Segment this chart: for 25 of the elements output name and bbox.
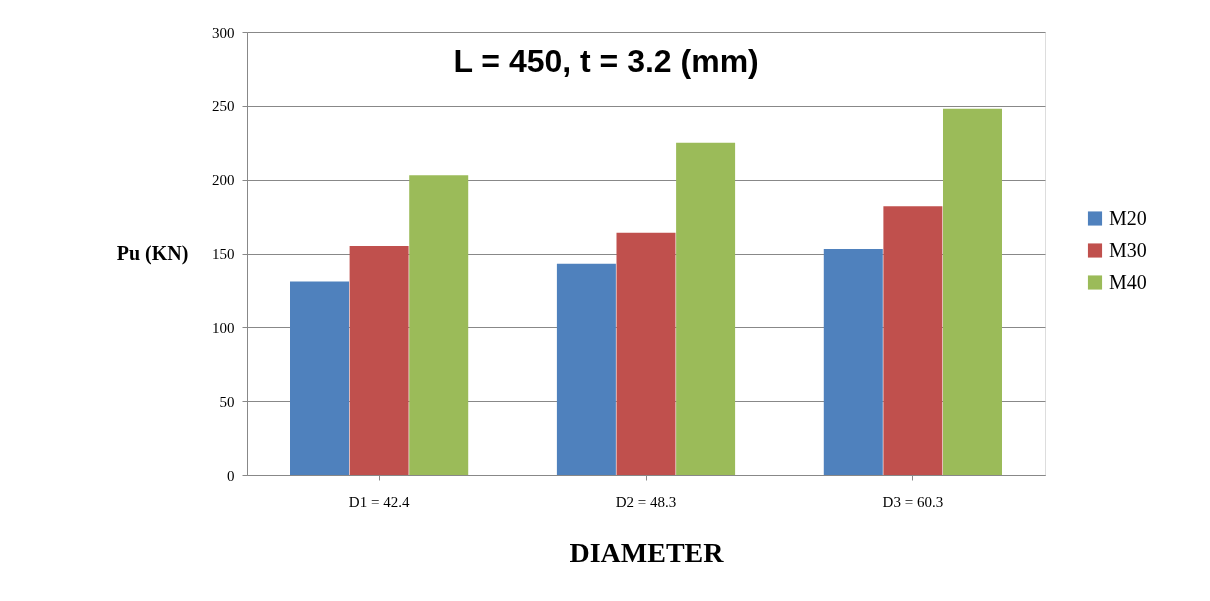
bar [616,232,676,475]
x-tick-label: D1 = 42.4 [348,493,410,510]
legend-label: M30 [1109,238,1147,261]
bar [676,142,736,475]
bar [556,263,616,475]
bar [823,249,883,475]
x-tick-label: D2 = 48.3 [615,493,677,510]
y-tick-label: 100 [212,319,235,336]
y-tick-label: 150 [212,246,235,262]
y-tick-label: 250 [212,98,235,115]
bar [409,175,469,475]
legend-label: M20 [1109,206,1147,229]
y-tick-label: 0 [227,467,235,484]
bar [942,108,1002,475]
bar [883,206,943,475]
x-tick-label: D3 = 60.3 [882,493,944,510]
y-axis-title: Pu (KN) [116,242,189,265]
y-tick-label: 300 [212,24,235,41]
chart-title: L = 450, t = 3.2 (mm) [453,43,759,79]
x-axis-title: DIAMETER [569,536,725,568]
y-tick-label: 50 [219,393,235,410]
bar [290,281,350,475]
y-tick-label: 200 [212,172,235,189]
bar [349,246,409,475]
legend-label: M40 [1109,270,1147,293]
